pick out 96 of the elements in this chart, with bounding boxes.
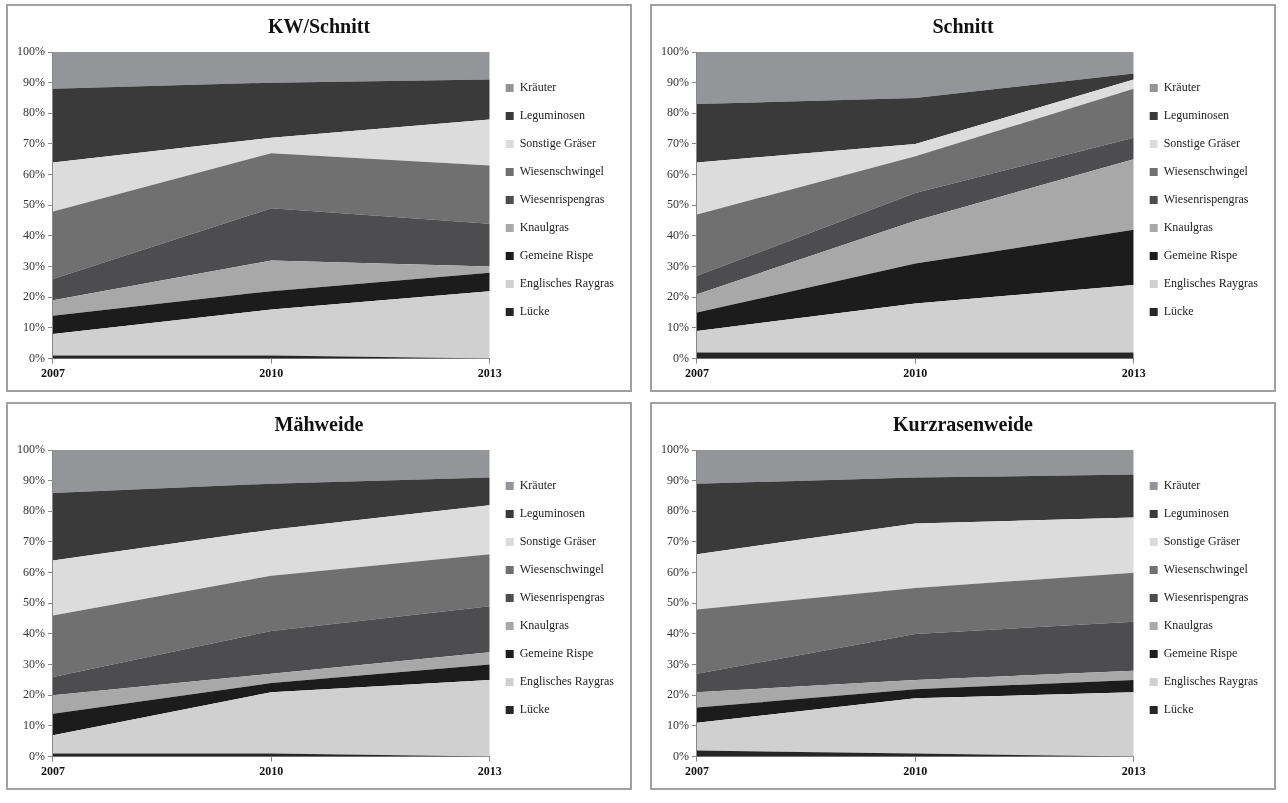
legend-label: Knaulgras — [1163, 220, 1214, 235]
y-tick-label: 60% — [667, 166, 689, 181]
y-tick-label: 90% — [23, 74, 45, 89]
legend-label: Lücke — [519, 304, 550, 319]
legend-label: Sonstige Gräser — [1163, 534, 1241, 549]
legend-label: Kräuter — [1163, 80, 1201, 95]
legend-label: Wiesenrispengras — [519, 590, 605, 605]
y-tick-label: 60% — [23, 564, 45, 579]
legend-label: Wiesenschwingel — [519, 562, 605, 577]
legend-label: Englisches Raygras — [519, 276, 615, 291]
y-tick-label: 40% — [667, 626, 689, 641]
y-tick-label: 100% — [17, 442, 45, 457]
x-tick-label: 2013 — [1121, 763, 1146, 778]
y-tick-label: 20% — [23, 289, 45, 304]
y-tick-label: 0% — [673, 350, 689, 365]
y-tick-label: 40% — [23, 228, 45, 243]
legend-label: Gemeine Rispe — [1163, 646, 1238, 661]
legend-label: Englisches Raygras — [1163, 674, 1259, 689]
legend-label: Kräuter — [519, 478, 557, 493]
x-tick-label: 2007 — [41, 763, 65, 778]
y-tick-label: 50% — [23, 197, 45, 212]
y-tick-label: 50% — [23, 595, 45, 610]
x-tick-label: 2007 — [685, 763, 709, 778]
y-tick-label: 20% — [23, 687, 45, 702]
legend-label: Leguminosen — [519, 506, 586, 521]
chart-title: Kurzrasenweide — [893, 413, 1034, 436]
x-tick-label: 2010 — [903, 365, 928, 380]
y-tick-label: 90% — [667, 74, 689, 89]
y-tick-label: 100% — [17, 44, 45, 59]
legend-label: Kräuter — [519, 80, 557, 95]
y-tick-label: 60% — [23, 166, 45, 181]
y-tick-label: 30% — [667, 258, 689, 273]
y-tick-label: 70% — [23, 136, 45, 151]
legend-label: Wiesenschwingel — [1163, 562, 1249, 577]
y-tick-label: 10% — [23, 320, 45, 335]
y-tick-label: 80% — [23, 503, 45, 518]
legend-label: Sonstige Gräser — [1163, 136, 1241, 151]
y-tick-label: 80% — [667, 503, 689, 518]
x-tick-label: 2013 — [477, 763, 502, 778]
y-tick-label: 0% — [29, 748, 45, 763]
y-tick-label: 90% — [23, 472, 45, 487]
x-tick-label: 2010 — [259, 763, 284, 778]
legend-label: Gemeine Rispe — [519, 646, 594, 661]
y-tick-label: 100% — [661, 442, 689, 457]
legend-label: Leguminosen — [1163, 108, 1230, 123]
legend-label: Englisches Raygras — [1163, 276, 1259, 291]
legend-label: Englisches Raygras — [519, 674, 615, 689]
legend-label: Lücke — [1163, 702, 1194, 717]
legend-label: Wiesenschwingel — [519, 164, 605, 179]
y-tick-label: 30% — [23, 258, 45, 273]
y-tick-label: 40% — [667, 228, 689, 243]
x-tick-label: 2007 — [41, 365, 65, 380]
y-tick-label: 70% — [667, 534, 689, 549]
chart-title: Mähweide — [274, 413, 364, 436]
y-tick-label: 20% — [667, 289, 689, 304]
y-tick-label: 100% — [661, 44, 689, 59]
y-tick-label: 50% — [667, 595, 689, 610]
y-tick-label: 70% — [667, 136, 689, 151]
y-tick-label: 30% — [667, 656, 689, 671]
y-tick-label: 60% — [667, 564, 689, 579]
y-tick-label: 90% — [667, 472, 689, 487]
y-tick-label: 10% — [667, 718, 689, 733]
legend-label: Leguminosen — [519, 108, 586, 123]
y-tick-label: 10% — [23, 718, 45, 733]
legend-label: Wiesenrispengras — [1163, 590, 1249, 605]
y-tick-label: 80% — [667, 105, 689, 120]
y-tick-label: 0% — [673, 748, 689, 763]
legend-label: Wiesenrispengras — [519, 192, 605, 207]
y-tick-label: 30% — [23, 656, 45, 671]
x-tick-label: 2013 — [1121, 365, 1146, 380]
legend-label: Knaulgras — [519, 618, 570, 633]
x-tick-label: 2013 — [477, 365, 502, 380]
legend-label: Lücke — [1163, 304, 1194, 319]
legend-label: Lücke — [519, 702, 550, 717]
chart-title: Schnitt — [932, 15, 994, 38]
y-tick-label: 20% — [667, 687, 689, 702]
x-tick-label: 2010 — [259, 365, 284, 380]
legend-label: Sonstige Gräser — [519, 136, 597, 151]
x-tick-label: 2010 — [903, 763, 928, 778]
y-tick-label: 0% — [29, 350, 45, 365]
legend-label: Kräuter — [1163, 478, 1201, 493]
y-tick-label: 80% — [23, 105, 45, 120]
legend-label: Knaulgras — [1163, 618, 1214, 633]
y-tick-label: 10% — [667, 320, 689, 335]
legend-label: Gemeine Rispe — [519, 248, 594, 263]
x-tick-label: 2007 — [685, 365, 709, 380]
legend-label: Sonstige Gräser — [519, 534, 597, 549]
y-tick-label: 40% — [23, 626, 45, 641]
legend-label: Gemeine Rispe — [1163, 248, 1238, 263]
legend-label: Leguminosen — [1163, 506, 1230, 521]
y-tick-label: 50% — [667, 197, 689, 212]
y-tick-label: 70% — [23, 534, 45, 549]
legend-label: Knaulgras — [519, 220, 570, 235]
chart-title: KW/Schnitt — [267, 15, 371, 38]
legend-label: Wiesenrispengras — [1163, 192, 1249, 207]
legend-label: Wiesenschwingel — [1163, 164, 1249, 179]
